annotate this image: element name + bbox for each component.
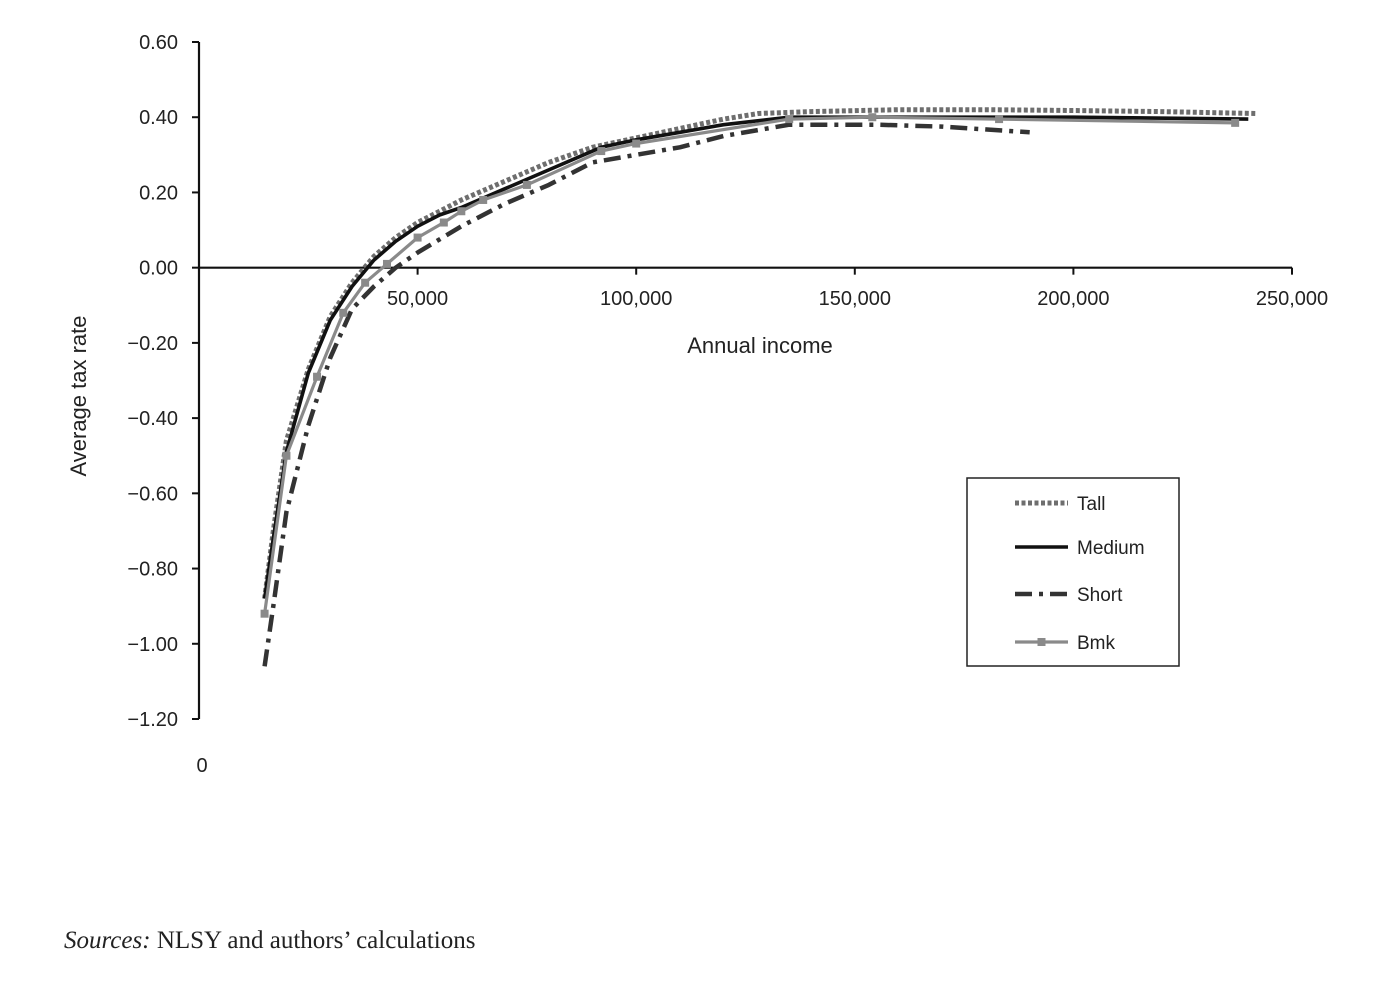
data-point-bmk: [995, 115, 1004, 124]
series-layer: [260, 107, 1258, 667]
series-short: [262, 122, 1030, 667]
y-tick-label: −0.40: [127, 408, 178, 430]
data-point-bmk: [439, 218, 448, 227]
data-point-bmk: [339, 308, 348, 317]
y-tick-label: −0.60: [127, 483, 178, 505]
y-tick-label: 0.40: [139, 107, 178, 129]
series-bmk: [260, 113, 1240, 618]
y-ticks: 0.60 0.40 0.20 0.00 −0.20 −0.40 −0.60 −0.80 −1.0…: [127, 32, 199, 731]
data-point-bmk: [361, 278, 370, 287]
data-point-bmk: [868, 113, 877, 122]
data-point-bmk: [382, 259, 391, 268]
x-origin-label: 0: [196, 755, 207, 777]
x-ticks: 50,000 100,000 150,000 200,000 250,000: [387, 267, 1328, 310]
x-tick-label: 150,000: [819, 288, 891, 310]
data-point-bmk: [282, 451, 291, 460]
data-point-bmk: [479, 195, 488, 204]
legend-item-tall: Tall: [1015, 494, 1106, 515]
legend-item-medium: Medium: [1015, 538, 1145, 559]
x-tick-label: 100,000: [600, 288, 672, 310]
legend-box: [966, 477, 1180, 667]
x-axis-title: Annual income: [687, 333, 833, 358]
y-tick-label: −0.80: [127, 559, 178, 581]
data-point-bmk: [785, 115, 794, 124]
data-point-bmk: [1231, 118, 1240, 127]
y-tick-label: 0.00: [139, 258, 178, 280]
data-point-bmk: [260, 609, 269, 618]
legend: Tall Medium Short Bmk: [966, 477, 1180, 667]
x-tick-label: 200,000: [1037, 288, 1109, 310]
source-text: NLSY and authors’ calculations: [150, 927, 476, 954]
legend-label-bmk: Bmk: [1077, 633, 1116, 654]
data-point-bmk: [522, 180, 531, 189]
series-line-short: [262, 122, 1030, 667]
x-tick-label: 250,000: [1256, 288, 1328, 310]
source-label: Sources:: [64, 927, 151, 954]
legend-label-medium: Medium: [1077, 538, 1145, 559]
legend-items: Tall Medium Short Bmk: [1015, 494, 1145, 654]
data-point-bmk: [597, 147, 606, 156]
y-tick-label: −1.20: [127, 709, 178, 731]
y-tick-label: 0.60: [139, 32, 178, 54]
y-tick-label: 0.20: [139, 182, 178, 204]
data-point-bmk: [632, 139, 641, 148]
legend-label-short: Short: [1077, 585, 1123, 606]
y-tick-label: −1.00: [127, 634, 178, 656]
data-point-bmk: [413, 233, 422, 242]
data-point-bmk: [313, 372, 322, 381]
data-point-bmk: [457, 207, 466, 216]
legend-item-short: Short: [1015, 585, 1123, 606]
source-note: Sources: NLSY and authors’ calculations: [64, 927, 475, 955]
legend-item-bmk: Bmk: [1015, 633, 1116, 654]
y-axis-title: Average tax rate: [66, 315, 91, 476]
y-tick-label: −0.20: [127, 333, 178, 355]
legend-marker-bmk: [1037, 638, 1046, 646]
legend-label-tall: Tall: [1077, 494, 1106, 515]
x-tick-label: 50,000: [387, 288, 448, 310]
